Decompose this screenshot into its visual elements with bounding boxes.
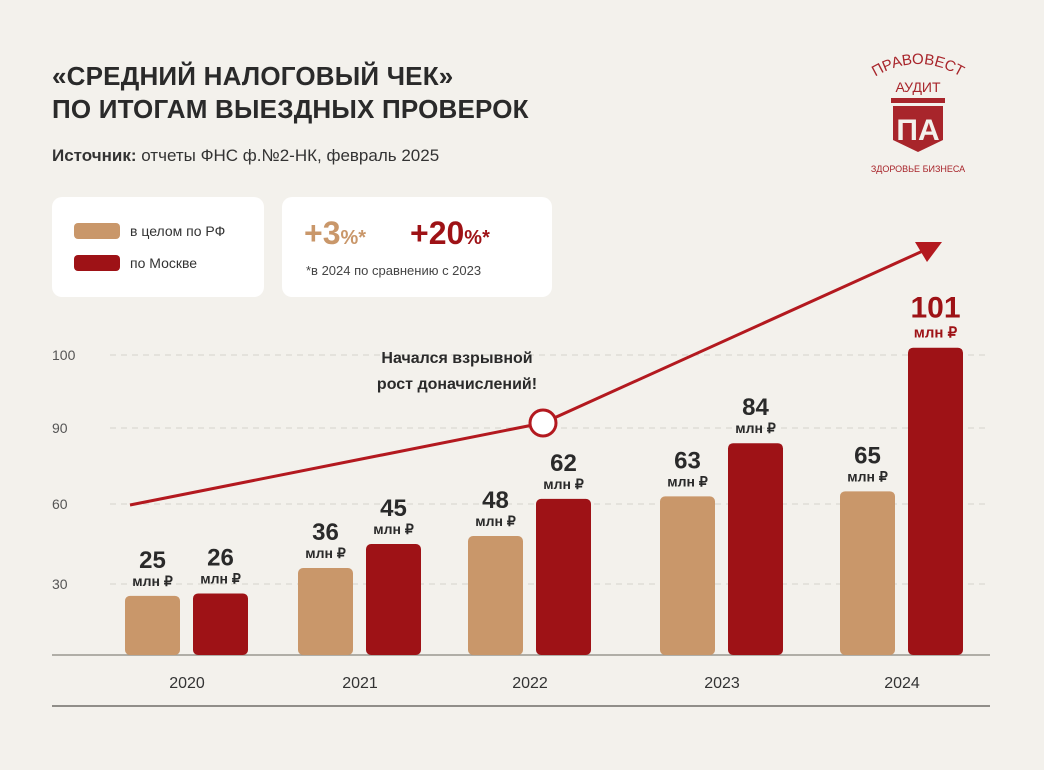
annotation-line-1: Начался взрывной — [381, 350, 532, 367]
y-tick-label: 60 — [52, 496, 68, 512]
growth-moscow-pct: %* — [464, 227, 490, 249]
y-tick-label: 90 — [52, 420, 68, 436]
logo-middle: АУДИТ — [895, 79, 941, 95]
annotation-line-2: рост доначислений! — [377, 376, 537, 393]
data-label: 45 — [380, 495, 407, 522]
page-title: «СРЕДНИЙ НАЛОГОВЫЙ ЧЕК» ПО ИТОГАМ ВЫЕЗДН… — [52, 60, 529, 126]
logo: ПРАВОВЕСТ АУДИТ ПА ЗДОРОВЬЕ БИЗНЕСА — [858, 48, 978, 178]
source-label: Источник: — [52, 146, 137, 165]
bar-moscow — [908, 347, 963, 655]
trend-marker — [528, 408, 558, 438]
legend-swatch-rf — [74, 223, 120, 239]
bar-moscow — [536, 498, 591, 655]
source-text: отчеты ФНС ф.№2-НК, февраль 2025 — [136, 146, 440, 165]
data-label-unit: млн ₽ — [373, 521, 414, 537]
source: Источник: отчеты ФНС ф.№2-НК, февраль 20… — [52, 146, 439, 166]
data-label-unit: млн ₽ — [305, 545, 346, 561]
data-label: 48 — [482, 487, 509, 514]
bar-moscow — [728, 443, 783, 655]
data-label: 25 — [139, 547, 166, 574]
bar-rf — [660, 496, 715, 655]
data-label-unit: млн ₽ — [847, 468, 888, 484]
title-line-1: «СРЕДНИЙ НАЛОГОВЫЙ ЧЕК» — [52, 61, 454, 91]
growth-card: +3%* +20%* *в 2024 по сравнению с 2023 — [282, 197, 552, 297]
legend-item-rf: в целом по РФ — [74, 223, 225, 239]
bar-rf — [840, 491, 895, 655]
x-tick-label: 2022 — [512, 675, 548, 692]
legend-label-rf: в целом по РФ — [130, 223, 226, 239]
bar-rf — [125, 595, 180, 655]
data-label: 26 — [207, 544, 234, 571]
data-label: 62 — [550, 450, 577, 477]
data-label: 101 — [910, 292, 960, 325]
y-tick-label: 30 — [52, 576, 68, 592]
legend-label-moscow: по Москве — [130, 255, 198, 271]
growth-moscow-value: +20 — [410, 215, 465, 251]
bar-moscow — [366, 544, 421, 655]
x-tick-label: 2020 — [169, 675, 205, 692]
data-label-unit: млн ₽ — [200, 570, 241, 586]
growth-rf-value: +3 — [304, 215, 341, 251]
bar-moscow — [193, 593, 248, 655]
bar-rf — [468, 536, 523, 655]
x-tick-label: 2021 — [342, 675, 378, 692]
data-label-unit: млн ₽ — [667, 473, 708, 489]
data-label-unit: млн ₽ — [475, 513, 516, 529]
growth-moscow: +20%* — [410, 215, 490, 252]
legend-swatch-moscow — [74, 255, 120, 271]
logo-mark: ПА — [896, 114, 939, 147]
data-label: 63 — [674, 447, 701, 474]
bar-rf — [298, 568, 353, 655]
data-label-unit: млн ₽ — [914, 325, 958, 342]
trend-arrowhead — [915, 242, 942, 262]
data-label: 84 — [742, 394, 769, 421]
legend-item-moscow: по Москве — [74, 255, 197, 271]
data-label-unit: млн ₽ — [543, 476, 584, 492]
growth-note: *в 2024 по сравнению с 2023 — [306, 263, 482, 278]
title-line-2: ПО ИТОГАМ ВЫЕЗДНЫХ ПРОВЕРОК — [52, 94, 529, 124]
x-tick-label: 2024 — [884, 675, 920, 692]
legend: в целом по РФ по Москве — [52, 197, 264, 297]
data-label: 65 — [854, 442, 881, 469]
data-label-unit: млн ₽ — [132, 573, 173, 589]
logo-tagline: ЗДОРОВЬЕ БИЗНЕСА — [871, 164, 965, 174]
data-label-unit: млн ₽ — [735, 420, 776, 436]
growth-rf: +3%* — [304, 215, 366, 252]
y-tick-label: 100 — [52, 347, 76, 363]
data-label: 36 — [312, 519, 339, 546]
growth-rf-pct: %* — [340, 227, 367, 249]
x-tick-label: 2023 — [704, 675, 740, 692]
